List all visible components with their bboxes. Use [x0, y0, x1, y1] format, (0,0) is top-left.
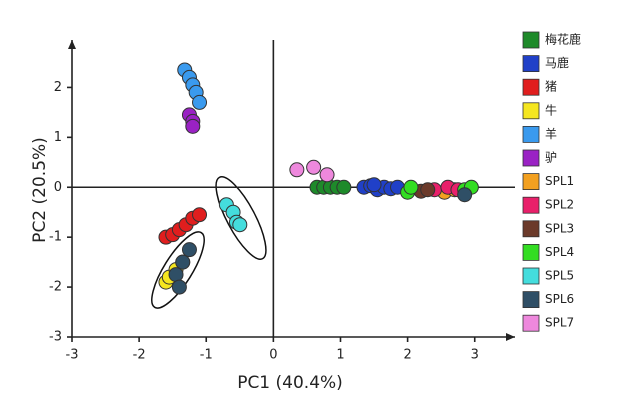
point	[336, 179, 352, 195]
legend-swatch	[522, 243, 540, 261]
point	[175, 254, 191, 270]
point	[403, 179, 419, 195]
legend-swatch	[522, 267, 540, 285]
point	[181, 242, 197, 258]
point	[192, 94, 208, 110]
legend-swatch	[522, 31, 540, 49]
y-tick-label: -2	[49, 280, 62, 295]
legend-swatch	[522, 173, 540, 191]
legend-label: SPL7	[545, 316, 574, 330]
y-tick-label: 0	[54, 180, 62, 195]
point	[168, 267, 184, 283]
point	[306, 159, 322, 175]
x-axis-label: PC1 (40.4%)	[237, 373, 343, 393]
legend-label: 驴	[545, 150, 557, 165]
x-tick-label: 3	[471, 348, 479, 363]
legend-label: 牛	[545, 102, 557, 117]
legend-swatch	[522, 291, 540, 309]
legend-label: 猪	[545, 80, 557, 94]
legend-swatch	[522, 102, 540, 120]
point	[192, 207, 208, 223]
y-tick-label: 1	[54, 130, 62, 145]
point	[171, 279, 187, 295]
legend-swatch	[522, 196, 540, 214]
x-tick-label: -3	[66, 348, 79, 363]
x-tick-label: -1	[200, 348, 213, 363]
legend-label: 羊	[545, 126, 557, 141]
y-tick-label: -1	[49, 230, 62, 245]
point	[420, 182, 436, 198]
point	[366, 177, 382, 193]
y-tick-label: -3	[49, 330, 62, 345]
axis-arrow	[506, 333, 515, 341]
point	[185, 118, 201, 134]
axis-arrow	[68, 40, 76, 49]
y-tick-label: 2	[54, 80, 62, 95]
legend-swatch	[522, 149, 540, 167]
point	[319, 167, 335, 183]
cluster-ellipse	[215, 176, 267, 260]
point	[457, 187, 473, 203]
cluster-ellipse	[151, 231, 205, 309]
y-axis-label: PC2 (20.5%)	[30, 137, 50, 243]
legend-label: SPL2	[545, 198, 574, 212]
legend-swatch	[522, 55, 540, 72]
legend-label: SPL4	[545, 245, 574, 259]
legend-label: SPL1	[545, 174, 574, 188]
legend-label: SPL5	[545, 269, 574, 283]
x-tick-label: -2	[133, 348, 146, 363]
legend-label: 马鹿	[545, 55, 569, 70]
point	[232, 217, 248, 233]
legend-swatch	[522, 78, 540, 96]
legend-label: SPL6	[545, 292, 574, 306]
x-tick-label: 2	[403, 348, 411, 363]
point	[289, 162, 305, 178]
legend-swatch	[522, 220, 540, 238]
legend-swatch	[522, 126, 540, 143]
legend-label: 梅花鹿	[545, 32, 581, 47]
legend-label: SPL3	[545, 221, 574, 235]
x-tick-label: 0	[269, 348, 277, 363]
x-tick-label: 1	[336, 348, 344, 363]
legend-swatch	[522, 314, 540, 332]
